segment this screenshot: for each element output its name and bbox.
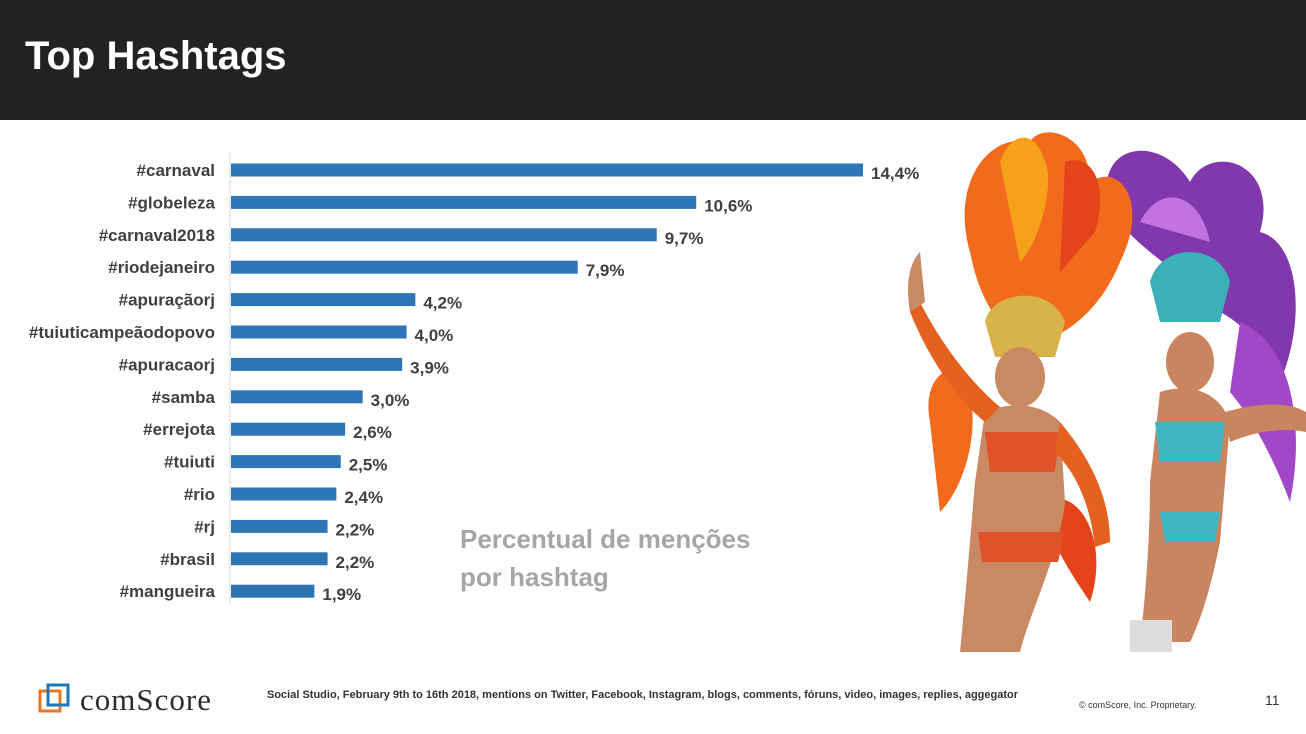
bar-riodejaneiro (231, 260, 578, 274)
bar-samba (231, 390, 363, 404)
category-label: #brasil (160, 550, 215, 569)
value-label: 1,9% (322, 585, 361, 604)
category-label: #rio (184, 485, 215, 504)
samba-dancers-image (908, 132, 1306, 652)
page-title: Top Hashtags (25, 34, 287, 78)
bar-carnaval2018 (231, 228, 657, 242)
bar-chart: #carnaval 14,4% #globeleza 10,6% #carnaval20… (29, 152, 919, 604)
bar-tuiuti (231, 455, 341, 469)
brand-name: comScore (80, 682, 212, 717)
value-label: 2,4% (344, 488, 383, 507)
value-label: 14,4% (871, 164, 919, 183)
page-number: 11 (1265, 692, 1280, 708)
bar-brasil (231, 552, 328, 566)
bar-rio (231, 487, 337, 501)
category-label: #mangueira (120, 582, 216, 601)
category-label: #globeleza (128, 193, 215, 212)
bar-globeleza (231, 195, 697, 209)
category-label: #tuiuti (164, 453, 215, 472)
value-label: 3,9% (410, 358, 449, 377)
value-label: 7,9% (586, 261, 625, 280)
source-note: Social Studio, February 9th to 16th 2018… (267, 689, 1019, 701)
bar-apuracaorj (231, 357, 403, 371)
category-label: #apuracaorj (119, 355, 215, 374)
bar-carnaval (231, 163, 863, 177)
value-label: 2,2% (336, 520, 375, 539)
copyright-note: © comScore, Inc. Proprietary. (1079, 700, 1197, 710)
bar-tuiuticampeãodopovo (231, 325, 407, 339)
bar-errejota (231, 422, 346, 436)
value-label: 4,2% (423, 294, 462, 313)
category-label: #tuiuticampeãodopovo (29, 323, 215, 342)
category-label: #samba (152, 388, 216, 407)
bar-apuraçãorj (231, 293, 416, 307)
category-label: #carnaval2018 (99, 226, 215, 245)
bar-mangueira (231, 584, 315, 598)
category-label: #riodejaneiro (108, 258, 215, 277)
comscore-logo-icon (38, 683, 70, 713)
header-bar: Top Hashtags (0, 0, 1306, 120)
category-label: #apuraçãorj (119, 291, 215, 310)
value-label: 2,2% (336, 553, 375, 572)
category-label: #rj (194, 517, 215, 536)
category-label: #carnaval (137, 161, 215, 180)
value-label: 2,6% (353, 423, 392, 442)
value-label: 4,0% (415, 326, 454, 345)
value-label: 2,5% (349, 456, 388, 475)
bar-rj (231, 519, 328, 533)
value-label: 3,0% (371, 391, 410, 410)
value-label: 9,7% (665, 229, 704, 248)
category-label: #errejota (143, 420, 215, 439)
chart-note: Percentual de menções por hashtag (460, 524, 751, 592)
value-label: 10,6% (704, 196, 752, 215)
